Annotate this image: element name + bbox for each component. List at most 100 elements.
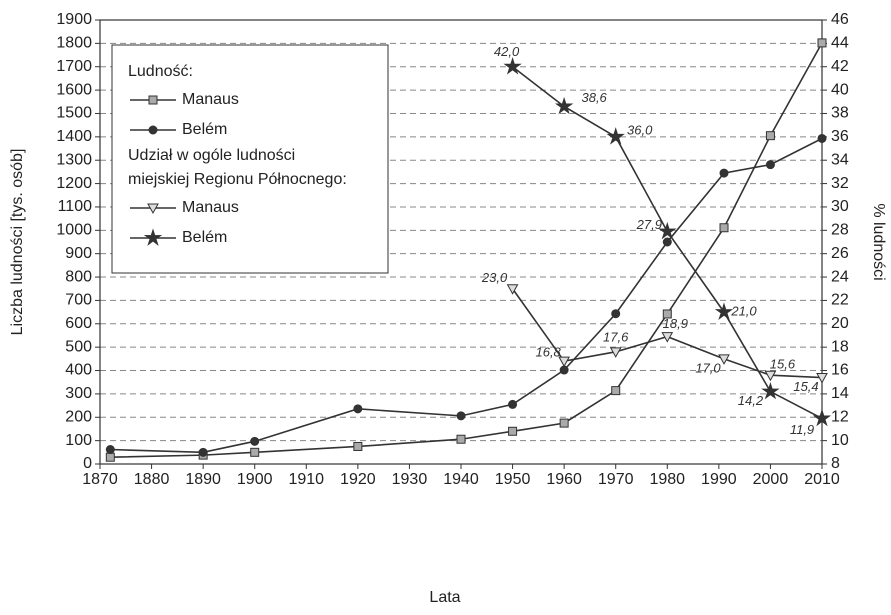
marker xyxy=(198,447,208,457)
y2-tick-label: 40 xyxy=(831,81,849,98)
marker xyxy=(609,347,622,358)
marker xyxy=(658,221,677,240)
x-tick-label: 2010 xyxy=(804,471,840,488)
legend-title: miejskiej Regionu Północnego: xyxy=(128,171,347,188)
y-tick-label: 1000 xyxy=(56,222,92,239)
y-tick-label: 1400 xyxy=(56,128,92,145)
series-line xyxy=(110,137,823,454)
marker xyxy=(662,237,672,247)
marker xyxy=(456,411,466,421)
y2-tick-label: 20 xyxy=(831,315,849,332)
marker xyxy=(250,447,260,457)
value-label: 27,9 xyxy=(636,217,662,232)
y-tick-label: 1200 xyxy=(56,175,92,192)
y-tick-label: 0 xyxy=(83,455,92,472)
marker xyxy=(611,386,621,396)
marker xyxy=(812,408,832,427)
marker xyxy=(508,399,518,409)
y2-tick-label: 14 xyxy=(831,385,849,402)
legend: Ludność: Manaus Belém Udział w ogóle ludnoś… xyxy=(111,44,389,274)
marker xyxy=(765,131,775,141)
y-tick-label: 400 xyxy=(65,362,92,379)
marker xyxy=(508,426,518,436)
y2-tick-label: 22 xyxy=(831,292,849,309)
marker xyxy=(250,436,260,446)
marker xyxy=(558,356,570,368)
marker xyxy=(559,418,569,428)
x-tick-label: 1870 xyxy=(82,471,118,488)
legend-marker xyxy=(148,95,158,105)
value-label: 14,2 xyxy=(738,393,764,408)
value-label: 18,9 xyxy=(663,316,688,331)
y-tick-label: 700 xyxy=(65,292,92,309)
y-tick-label: 1900 xyxy=(56,11,92,28)
x-tick-label: 2000 xyxy=(753,471,789,488)
value-label: 15,4 xyxy=(793,379,818,394)
y2-tick-label: 34 xyxy=(831,151,849,168)
marker xyxy=(816,373,828,384)
value-label: 17,0 xyxy=(695,360,721,375)
legend-label: Belém xyxy=(182,229,227,246)
y2-tick-label: 44 xyxy=(831,35,849,52)
marker xyxy=(719,223,729,233)
marker xyxy=(606,127,625,145)
y2-tick-label: 18 xyxy=(831,338,849,355)
marker xyxy=(719,168,729,178)
value-label: 21,0 xyxy=(730,304,757,319)
marker xyxy=(714,302,734,320)
marker xyxy=(817,133,827,143)
y-tick-label: 1300 xyxy=(56,151,92,168)
marker xyxy=(718,354,730,365)
y2-tick-label: 38 xyxy=(831,105,849,122)
marker xyxy=(506,284,519,295)
y2-tick-label: 16 xyxy=(831,362,849,379)
y-tick-label: 600 xyxy=(65,315,92,332)
y-tick-label: 500 xyxy=(65,338,92,355)
marker xyxy=(105,445,115,455)
y-tick-label: 1500 xyxy=(56,105,92,122)
y-tick-label: 200 xyxy=(65,408,92,425)
value-label: 42,0 xyxy=(494,44,520,59)
marker xyxy=(765,160,775,170)
legend-label: Manaus xyxy=(182,91,239,108)
y-tick-label: 800 xyxy=(65,268,92,285)
y2-tick-label: 10 xyxy=(831,432,849,449)
y2-tick-label: 12 xyxy=(831,408,849,425)
marker xyxy=(353,404,363,414)
y2-tick-label: 28 xyxy=(831,222,849,239)
legend-title: Ludność: xyxy=(128,63,193,80)
value-label: 36,0 xyxy=(627,122,653,137)
x-tick-label: 1960 xyxy=(546,471,582,488)
y-tick-label: 1100 xyxy=(58,198,93,215)
marker xyxy=(456,434,466,444)
marker xyxy=(611,309,621,319)
y2-axis-label: % ludności xyxy=(870,203,887,280)
y-tick-label: 1700 xyxy=(56,58,92,75)
y2-tick-label: 26 xyxy=(831,245,849,262)
y2-tick-label: 8 xyxy=(831,455,840,472)
x-tick-label: 1990 xyxy=(701,471,737,488)
y-tick-label: 100 xyxy=(65,432,92,449)
series-line xyxy=(110,42,823,459)
marker xyxy=(662,309,672,319)
marker xyxy=(503,57,522,75)
marker xyxy=(817,38,827,48)
marker xyxy=(554,96,574,115)
x-axis-label: Lata xyxy=(429,589,460,606)
y2-tick-label: 24 xyxy=(831,268,849,285)
y2-tick-label: 32 xyxy=(831,175,849,192)
x-tick-label: 1980 xyxy=(649,471,685,488)
x-tick-label: 1920 xyxy=(340,471,376,488)
x-tick-label: 1950 xyxy=(495,471,531,488)
value-label: 38,6 xyxy=(581,90,607,105)
legend-marker xyxy=(143,228,163,246)
x-tick-label: 1970 xyxy=(598,471,634,488)
marker xyxy=(105,452,115,462)
x-tick-label: 1890 xyxy=(185,471,221,488)
marker xyxy=(661,332,674,343)
y-tick-label: 900 xyxy=(65,245,92,262)
plot-frame xyxy=(99,19,823,465)
value-label: 17,6 xyxy=(603,329,629,344)
legend-label: Belém xyxy=(182,121,227,138)
legend-marker xyxy=(148,125,158,135)
